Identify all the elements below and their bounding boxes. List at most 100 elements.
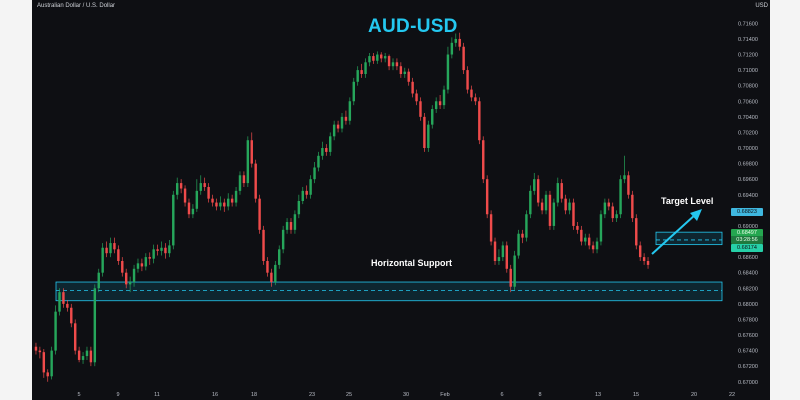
candle-body xyxy=(580,229,583,242)
candle-body xyxy=(203,183,206,187)
candle-body xyxy=(517,233,520,256)
candle-body xyxy=(642,257,646,261)
x-tick-label: 15 xyxy=(633,392,639,398)
candle-body xyxy=(128,282,132,285)
candle-body xyxy=(215,202,218,207)
candle-body xyxy=(540,202,544,211)
candle-body xyxy=(509,268,512,287)
candle-body xyxy=(497,257,501,261)
candle-body xyxy=(281,229,285,250)
candle-body xyxy=(179,183,183,189)
candlestick-chart[interactable]: 0.71600 0.71400 0.71200 0.71000 0.70800 0.706… xyxy=(32,0,770,400)
candle-body xyxy=(278,249,281,265)
candle-body xyxy=(352,81,355,102)
candle-body xyxy=(97,272,100,289)
candle-body xyxy=(183,188,187,203)
candle-body xyxy=(38,350,42,353)
candle-body xyxy=(544,194,548,211)
candle-body xyxy=(58,292,61,312)
x-tick-label: 20 xyxy=(691,392,697,398)
candle-body xyxy=(454,38,457,43)
y-tick-label: 0.69600 xyxy=(738,177,758,183)
candle-body xyxy=(266,260,269,273)
candle-body xyxy=(85,350,89,357)
candle-body xyxy=(172,194,175,246)
candle-body xyxy=(631,194,634,219)
candle-body xyxy=(156,249,159,251)
x-tick-label: 9 xyxy=(116,392,119,398)
candle-body xyxy=(124,272,128,285)
x-tick-label: 30 xyxy=(403,392,409,398)
y-tick-label: 0.69400 xyxy=(738,193,758,199)
y-tick-label: 0.70200 xyxy=(738,130,758,136)
countdown-tag: 03:28:56 xyxy=(731,236,763,244)
candle-body xyxy=(109,243,112,254)
candle-body xyxy=(584,237,587,242)
candle-body xyxy=(434,101,438,110)
candle-body xyxy=(199,183,202,191)
symbol-name: Australian Dollar / U.S. Dollar xyxy=(37,3,116,9)
candle-body xyxy=(258,198,261,230)
support-price-tag: 0.68174 xyxy=(731,244,763,252)
candle-body xyxy=(101,247,104,273)
candle-body xyxy=(364,62,367,74)
candle-body xyxy=(387,56,391,67)
y-tick-label: 0.70400 xyxy=(738,115,758,121)
candle-body xyxy=(360,70,363,74)
candle-body xyxy=(372,56,375,61)
candle-body xyxy=(462,46,465,71)
candle-body xyxy=(380,54,383,59)
x-tick-label: 6 xyxy=(500,392,503,398)
candle-body xyxy=(187,202,191,215)
candle-body xyxy=(152,249,155,259)
candle-body xyxy=(250,140,253,164)
candle-body xyxy=(54,311,57,351)
candle-body xyxy=(478,101,481,141)
candle-body xyxy=(536,179,540,203)
candle-body xyxy=(572,202,575,226)
candle-body xyxy=(293,214,297,230)
y-tick-label: 0.67000 xyxy=(738,380,758,386)
candle-body xyxy=(93,288,97,363)
candle-body xyxy=(446,54,450,90)
candle-body xyxy=(289,222,293,230)
x-tick-label: 25 xyxy=(346,392,352,398)
candle-body xyxy=(607,202,611,207)
target-label: Target Level xyxy=(661,196,714,206)
candle-body xyxy=(458,38,461,47)
candle-body xyxy=(317,155,320,168)
candle-body xyxy=(623,175,626,180)
candle-body xyxy=(329,136,332,152)
candle-body xyxy=(560,183,563,199)
y-tick-label: 0.70800 xyxy=(738,84,758,90)
candle-body xyxy=(470,89,473,98)
arrow-head xyxy=(690,209,702,221)
y-tick-label: 0.68400 xyxy=(738,271,758,277)
currency-label: USD xyxy=(755,3,768,9)
candle-body xyxy=(431,109,434,125)
candle-body xyxy=(505,245,509,269)
candle-body xyxy=(321,148,324,156)
candle-body xyxy=(297,201,301,215)
candle-body xyxy=(450,42,454,55)
candle-body xyxy=(70,307,73,324)
candle-body xyxy=(591,245,595,250)
candle-body xyxy=(227,198,230,207)
candle-body xyxy=(552,202,556,226)
candle-body xyxy=(442,89,446,106)
candle-body xyxy=(368,56,371,63)
candle-body xyxy=(89,350,93,363)
y-tick-label: 0.70000 xyxy=(738,146,758,152)
candle-body xyxy=(603,202,607,215)
candle-body xyxy=(501,245,505,258)
candle-body xyxy=(175,183,179,195)
candle-body xyxy=(376,54,379,61)
candle-body xyxy=(619,179,622,215)
candle-body xyxy=(191,208,195,215)
candle-body xyxy=(66,303,69,308)
candle-body xyxy=(356,70,359,82)
x-tick-label: 22 xyxy=(729,392,735,398)
candle-body xyxy=(77,350,81,360)
candle-body xyxy=(533,179,536,191)
candle-body xyxy=(423,116,426,149)
